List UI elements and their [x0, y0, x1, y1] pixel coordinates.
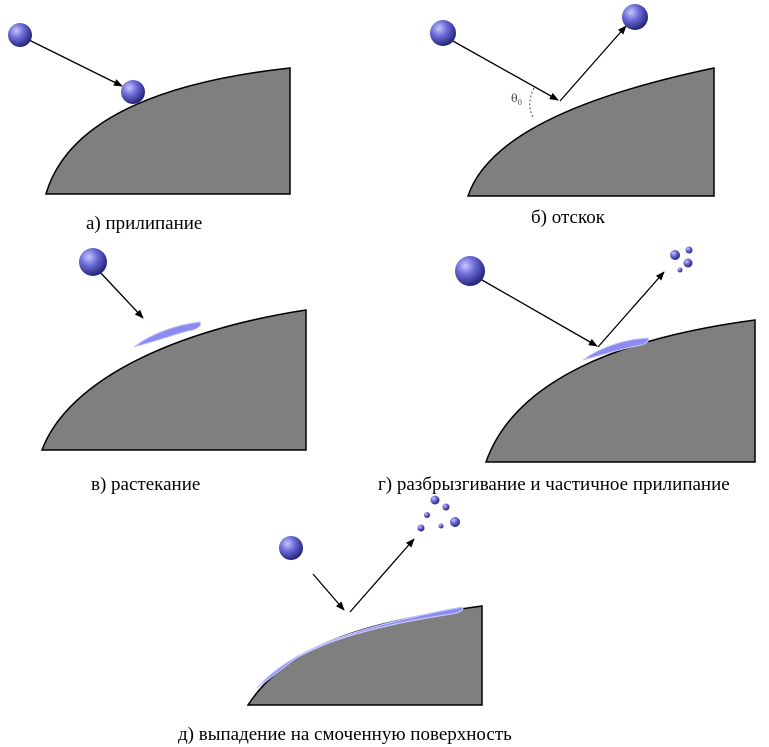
caption-a: а) прилипание — [86, 213, 203, 234]
splash-trajectory-arrow — [349, 538, 415, 613]
incoming-droplet — [455, 256, 485, 286]
incident-trajectory-arrow — [312, 573, 345, 611]
splash-droplet — [430, 495, 440, 505]
incoming-droplet — [279, 536, 303, 560]
caption-g: г) разбрызгивание и частичное прилипание — [378, 474, 730, 495]
wetting-film — [256, 606, 464, 689]
panel-d — [246, 495, 483, 706]
incident-trajectory-arrow — [474, 275, 598, 347]
incident-trajectory-arrow — [443, 35, 559, 101]
caption-v: в) растекание — [91, 474, 201, 495]
panel-v — [40, 248, 307, 451]
splash-droplet — [417, 524, 425, 532]
rebound-trajectory-arrow — [559, 25, 627, 102]
adhered-droplet — [121, 80, 145, 104]
spread-film — [133, 321, 202, 348]
trajectory-arrow — [97, 269, 144, 319]
incoming-droplet — [430, 20, 456, 46]
incoming-droplet — [79, 248, 107, 276]
splash-droplet — [670, 250, 680, 260]
impact-angle-arc — [529, 87, 535, 118]
curved-surface — [44, 67, 291, 195]
curved-surface — [246, 605, 483, 706]
curved-surface — [40, 309, 307, 451]
caption-b: б) отскок — [531, 207, 605, 228]
splash-droplet — [442, 503, 450, 511]
splash-droplet — [424, 512, 430, 518]
incoming-droplet — [8, 23, 32, 47]
splash-droplet — [438, 523, 444, 529]
rebounded-droplet — [622, 4, 648, 30]
splash-droplet — [677, 267, 683, 273]
curved-surface — [484, 319, 756, 463]
panel-b: θ0 — [430, 4, 715, 197]
panel-g — [455, 246, 756, 463]
caption-d: д) выпадение на смоченную поверхность — [178, 724, 512, 745]
panel-a — [8, 23, 291, 195]
partial-film — [582, 337, 649, 361]
splash-droplet — [450, 517, 460, 527]
impact-angle-label: θ0 — [511, 92, 522, 107]
splash-droplet — [683, 258, 693, 268]
trajectory-arrow — [24, 37, 123, 87]
curved-surface — [466, 67, 715, 197]
splash-droplet — [685, 246, 693, 254]
splash-trajectory-arrow — [597, 271, 665, 348]
